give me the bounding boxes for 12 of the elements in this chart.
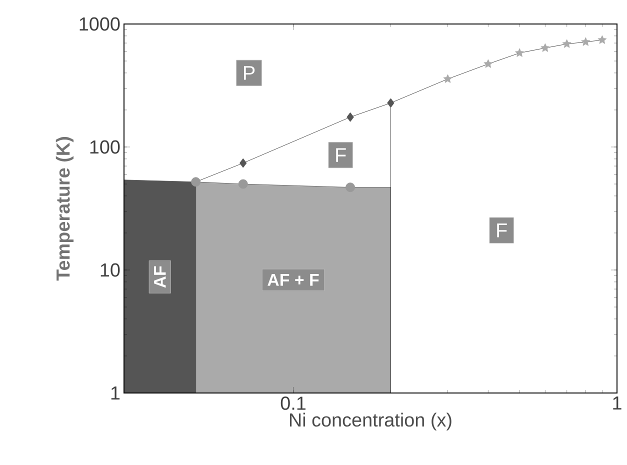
y-axis-title: Temperature (K): [56, 137, 74, 281]
annotation: F: [336, 148, 346, 162]
annotation: F: [497, 224, 507, 238]
x-tick-label: 0.1: [280, 396, 306, 410]
y-tick-label: 1: [111, 386, 120, 400]
annotation: P: [244, 66, 255, 80]
series-label: AF: [154, 266, 166, 288]
y-tick-label: 10: [100, 263, 120, 277]
y-tick-label: 1000: [80, 17, 120, 31]
y-tick-label: 100: [90, 140, 120, 154]
x-axis-title: Ni concentration (x): [290, 412, 452, 430]
series-label: AF + F: [268, 274, 319, 286]
